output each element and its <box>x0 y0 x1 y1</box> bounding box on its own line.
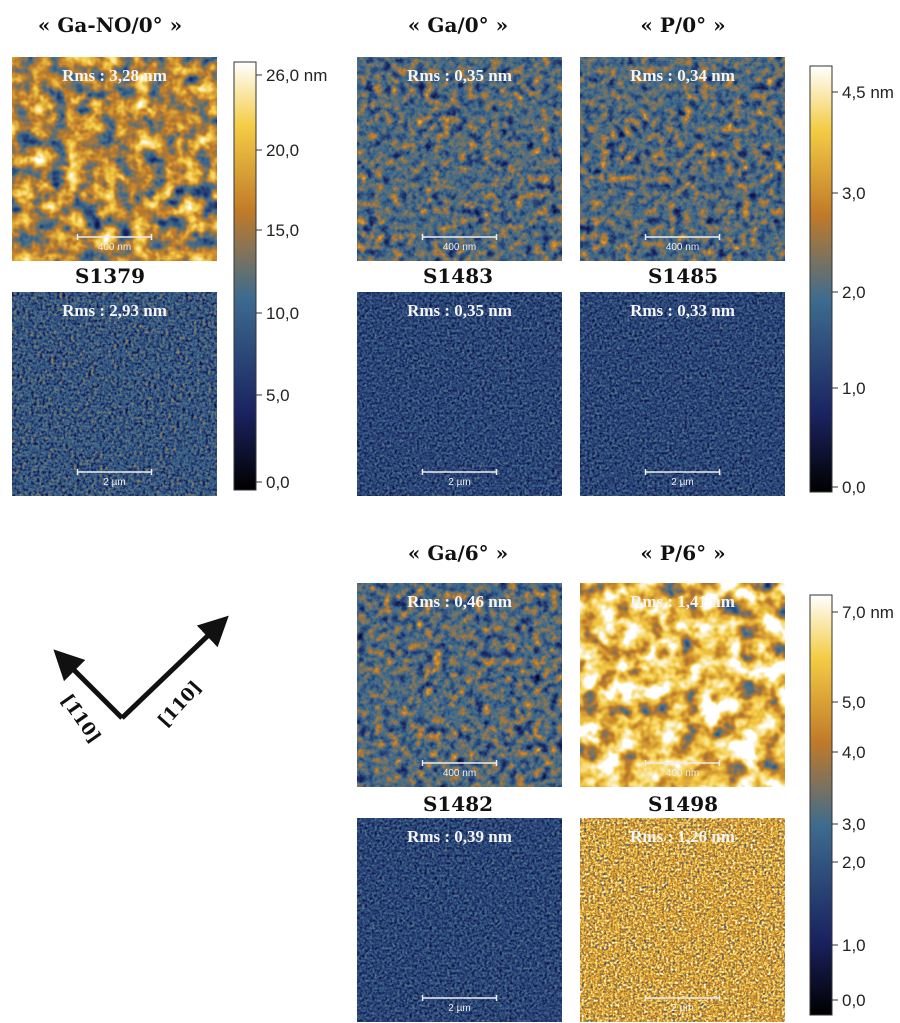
colorbar: 26,0 nm 20,0 15,0 10,0 5,0 0,0 <box>233 61 327 492</box>
colorbar-tick-label: 1,0 <box>842 936 866 955</box>
colorbar-tick-label: 0,0 <box>842 478 866 497</box>
afm-texture <box>580 818 785 1022</box>
afm-image: Rms : 0,35 nm 400 nm <box>357 57 562 261</box>
scale-bar-label: 2 µm <box>671 477 693 488</box>
scale-bar-label: 400 nm <box>98 242 131 253</box>
afm-texture <box>357 818 562 1022</box>
scale-bar-label: 2 µm <box>448 477 470 488</box>
colorbar-tick-label: 7,0 nm <box>842 603 894 622</box>
afm-image: Rms : 0,35 nm 2 µm <box>357 292 562 496</box>
afm-image: Rms : 0,33 nm 2 µm <box>580 292 785 496</box>
scale-bar-label: 400 nm <box>443 242 476 253</box>
column-title: « P/6° » <box>640 541 725 565</box>
afm-texture <box>580 292 785 496</box>
direction-label: [110] <box>154 677 206 732</box>
afm-texture <box>357 292 562 496</box>
afm-texture <box>580 583 785 787</box>
colorbar-tick-label: 4,0 <box>842 743 866 762</box>
colorbar-tick-label: 10,0 <box>266 304 299 323</box>
rms-label: Rms : 3,28 nm <box>62 66 167 85</box>
sample-label: S1483 <box>423 264 493 288</box>
colorbar-tick-label: 0,0 <box>266 473 290 492</box>
rms-label: Rms : 0,33 nm <box>630 301 735 320</box>
arrow <box>120 615 229 720</box>
colorbar-tick-label: 20,0 <box>266 141 299 160</box>
colorbar-tick-label: 5,0 <box>842 693 866 712</box>
afm-image: Rms : 0,34 nm 400 nm <box>580 57 785 261</box>
afm-image: Rms : 1,41 nm 400 nm <box>580 583 785 787</box>
colorbar-gradient <box>809 65 833 493</box>
afm-texture <box>12 292 217 496</box>
colorbar-tick-label: 2,0 <box>842 853 866 872</box>
sample-label: S1485 <box>648 264 718 288</box>
sample-label: S1482 <box>423 792 493 816</box>
afm-image: Rms : 2,93 nm 2 µm <box>12 292 217 496</box>
rms-label: Rms : 1,41 nm <box>630 592 735 611</box>
colorbar-tick-label: 26,0 nm <box>266 66 327 85</box>
column-title: « Ga-NO/0° » <box>38 13 182 37</box>
colorbar-tick-label: 3,0 <box>842 184 866 203</box>
orientation-arrows: [1̄10] [110] <box>53 615 229 747</box>
rms-label: Rms : 2,93 nm <box>62 301 167 320</box>
afm-texture <box>357 583 562 787</box>
column-title: « P/0° » <box>640 13 725 37</box>
afm-image: Rms : 3,28 nm 400 nm <box>12 57 217 261</box>
sample-label: S1379 <box>75 264 145 288</box>
scale-bar-label: 400 nm <box>443 768 476 779</box>
colorbar: 7,0 nm 5,0 4,0 3,0 2,0 1,0 0,0 <box>809 594 894 1016</box>
colorbar-gradient <box>809 594 833 1016</box>
column-title: « Ga/0° » <box>408 13 508 37</box>
afm-texture <box>12 57 217 261</box>
scale-bar-label: 400 nm <box>666 768 699 779</box>
colorbar-tick-label: 5,0 <box>266 386 290 405</box>
afm-image: Rms : 0,39 nm 2 µm <box>357 818 562 1022</box>
afm-texture <box>580 57 785 261</box>
sample-label: S1498 <box>648 792 718 816</box>
scale-bar-label: 2 µm <box>671 1003 693 1014</box>
rms-label: Rms : 0,35 nm <box>407 301 512 320</box>
afm-texture <box>357 57 562 261</box>
rms-label: Rms : 0,34 nm <box>630 66 735 85</box>
scale-bar-label: 2 µm <box>103 477 125 488</box>
colorbar-tick-label: 3,0 <box>842 815 866 834</box>
arrow <box>53 649 124 720</box>
colorbar-tick-label: 4,5 nm <box>842 83 894 102</box>
direction-label: [1̄10] <box>56 690 105 747</box>
column-title: « Ga/6° » <box>408 541 508 565</box>
afm-image: Rms : 1,26 nm 2 µm <box>580 818 785 1022</box>
rms-label: Rms : 0,39 nm <box>407 827 512 846</box>
rms-label: Rms : 1,26 nm <box>630 827 735 846</box>
colorbar-tick-label: 0,0 <box>842 991 866 1010</box>
rms-label: Rms : 0,46 nm <box>407 592 512 611</box>
afm-image: Rms : 0,46 nm 400 nm <box>357 583 562 787</box>
colorbar-gradient <box>233 61 257 491</box>
rms-label: Rms : 0,35 nm <box>407 66 512 85</box>
colorbar-tick-label: 2,0 <box>842 283 866 302</box>
scale-bar-label: 400 nm <box>666 242 699 253</box>
scale-bar-label: 2 µm <box>448 1003 470 1014</box>
colorbar-tick-label: 1,0 <box>842 379 866 398</box>
colorbar: 4,5 nm 3,0 2,0 1,0 0,0 <box>809 65 894 497</box>
colorbar-tick-label: 15,0 <box>266 221 299 240</box>
